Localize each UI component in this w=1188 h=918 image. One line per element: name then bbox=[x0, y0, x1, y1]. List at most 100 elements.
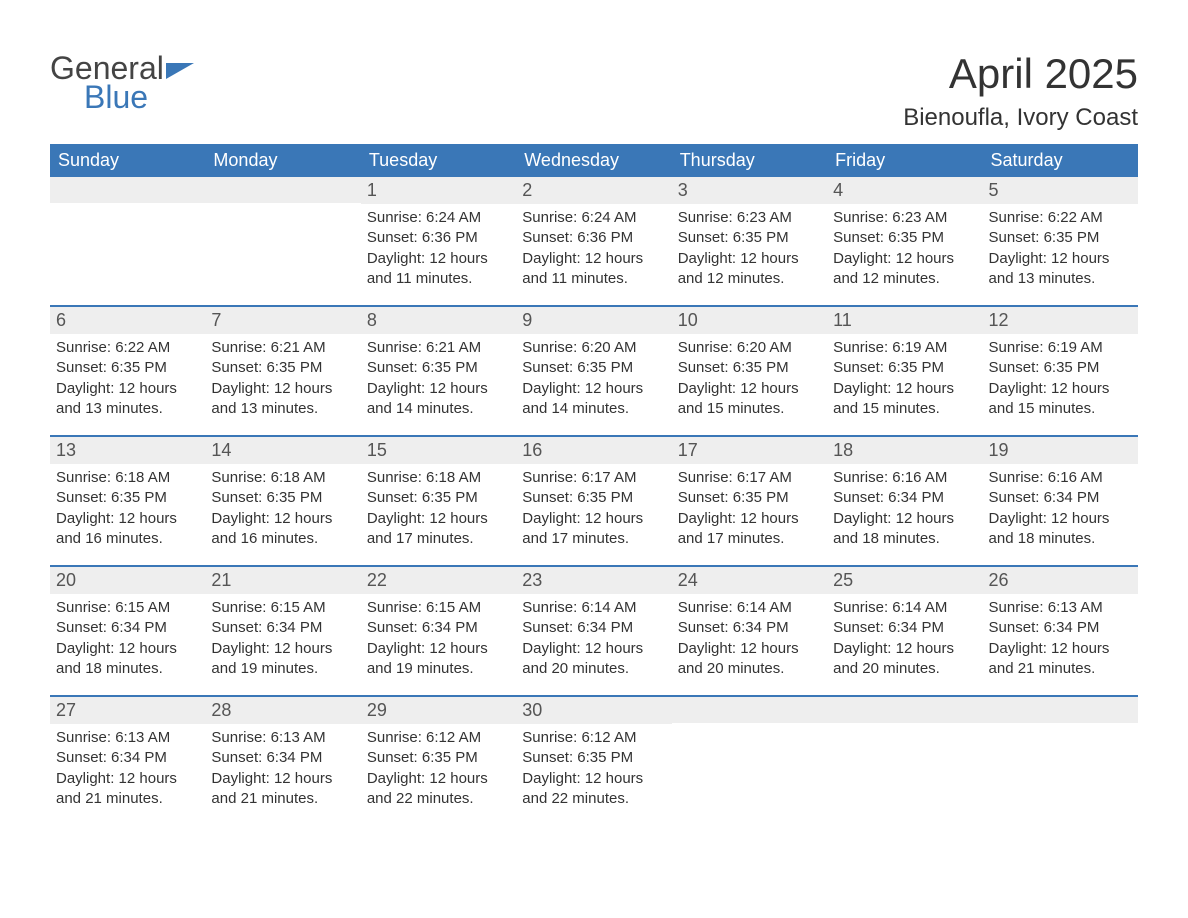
sunset-text: Sunset: 6:35 PM bbox=[367, 358, 510, 378]
day-cell: 20Sunrise: 6:15 AMSunset: 6:34 PMDayligh… bbox=[50, 567, 205, 695]
daylight-text: Daylight: 12 hours and 18 minutes. bbox=[833, 509, 976, 550]
day-body: Sunrise: 6:24 AMSunset: 6:36 PMDaylight:… bbox=[361, 204, 516, 299]
daylight-text: Daylight: 12 hours and 12 minutes. bbox=[678, 249, 821, 290]
sunset-text: Sunset: 6:34 PM bbox=[522, 618, 665, 638]
day-cell: 13Sunrise: 6:18 AMSunset: 6:35 PMDayligh… bbox=[50, 437, 205, 565]
day-cell: 4Sunrise: 6:23 AMSunset: 6:35 PMDaylight… bbox=[827, 177, 982, 305]
sunrise-text: Sunrise: 6:13 AM bbox=[211, 728, 354, 748]
daylight-text: Daylight: 12 hours and 20 minutes. bbox=[678, 639, 821, 680]
sunrise-text: Sunrise: 6:13 AM bbox=[56, 728, 199, 748]
sunrise-text: Sunrise: 6:20 AM bbox=[522, 338, 665, 358]
day-cell: 12Sunrise: 6:19 AMSunset: 6:35 PMDayligh… bbox=[983, 307, 1138, 435]
day-body bbox=[983, 723, 1138, 813]
day-number: 7 bbox=[205, 307, 360, 334]
sunset-text: Sunset: 6:34 PM bbox=[989, 618, 1132, 638]
daylight-text: Daylight: 12 hours and 17 minutes. bbox=[367, 509, 510, 550]
sunset-text: Sunset: 6:35 PM bbox=[211, 358, 354, 378]
day-body: Sunrise: 6:16 AMSunset: 6:34 PMDaylight:… bbox=[827, 464, 982, 559]
day-body: Sunrise: 6:15 AMSunset: 6:34 PMDaylight:… bbox=[205, 594, 360, 689]
sunset-text: Sunset: 6:35 PM bbox=[678, 488, 821, 508]
day-body bbox=[205, 203, 360, 293]
day-body: Sunrise: 6:18 AMSunset: 6:35 PMDaylight:… bbox=[50, 464, 205, 559]
day-cell: 9Sunrise: 6:20 AMSunset: 6:35 PMDaylight… bbox=[516, 307, 671, 435]
daylight-text: Daylight: 12 hours and 21 minutes. bbox=[56, 769, 199, 810]
day-cell: 28Sunrise: 6:13 AMSunset: 6:34 PMDayligh… bbox=[205, 697, 360, 825]
weekday-thursday: Thursday bbox=[672, 144, 827, 177]
daylight-text: Daylight: 12 hours and 18 minutes. bbox=[56, 639, 199, 680]
day-body: Sunrise: 6:23 AMSunset: 6:35 PMDaylight:… bbox=[827, 204, 982, 299]
daylight-text: Daylight: 12 hours and 19 minutes. bbox=[367, 639, 510, 680]
day-cell: 29Sunrise: 6:12 AMSunset: 6:35 PMDayligh… bbox=[361, 697, 516, 825]
day-cell: 16Sunrise: 6:17 AMSunset: 6:35 PMDayligh… bbox=[516, 437, 671, 565]
day-body: Sunrise: 6:12 AMSunset: 6:35 PMDaylight:… bbox=[361, 724, 516, 819]
month-title: April 2025 bbox=[903, 50, 1138, 98]
sunrise-text: Sunrise: 6:20 AM bbox=[678, 338, 821, 358]
sunrise-text: Sunrise: 6:21 AM bbox=[367, 338, 510, 358]
daylight-text: Daylight: 12 hours and 12 minutes. bbox=[833, 249, 976, 290]
sunrise-text: Sunrise: 6:24 AM bbox=[367, 208, 510, 228]
daylight-text: Daylight: 12 hours and 18 minutes. bbox=[989, 509, 1132, 550]
day-number: 25 bbox=[827, 567, 982, 594]
weekday-saturday: Saturday bbox=[983, 144, 1138, 177]
day-cell: 25Sunrise: 6:14 AMSunset: 6:34 PMDayligh… bbox=[827, 567, 982, 695]
day-cell bbox=[983, 697, 1138, 825]
day-number: 21 bbox=[205, 567, 360, 594]
day-number bbox=[205, 177, 360, 203]
daylight-text: Daylight: 12 hours and 20 minutes. bbox=[833, 639, 976, 680]
logo-triangle-icon bbox=[166, 63, 194, 79]
sunrise-text: Sunrise: 6:18 AM bbox=[367, 468, 510, 488]
day-cell: 21Sunrise: 6:15 AMSunset: 6:34 PMDayligh… bbox=[205, 567, 360, 695]
day-number: 24 bbox=[672, 567, 827, 594]
day-body: Sunrise: 6:14 AMSunset: 6:34 PMDaylight:… bbox=[672, 594, 827, 689]
day-number: 2 bbox=[516, 177, 671, 204]
daylight-text: Daylight: 12 hours and 20 minutes. bbox=[522, 639, 665, 680]
sunrise-text: Sunrise: 6:14 AM bbox=[678, 598, 821, 618]
sunrise-text: Sunrise: 6:15 AM bbox=[56, 598, 199, 618]
daylight-text: Daylight: 12 hours and 13 minutes. bbox=[989, 249, 1132, 290]
day-number: 1 bbox=[361, 177, 516, 204]
day-cell: 23Sunrise: 6:14 AMSunset: 6:34 PMDayligh… bbox=[516, 567, 671, 695]
sunset-text: Sunset: 6:34 PM bbox=[56, 618, 199, 638]
sunset-text: Sunset: 6:35 PM bbox=[522, 358, 665, 378]
day-body bbox=[827, 723, 982, 813]
day-number bbox=[50, 177, 205, 203]
weekday-monday: Monday bbox=[205, 144, 360, 177]
sunset-text: Sunset: 6:35 PM bbox=[833, 358, 976, 378]
day-body: Sunrise: 6:17 AMSunset: 6:35 PMDaylight:… bbox=[516, 464, 671, 559]
daylight-text: Daylight: 12 hours and 14 minutes. bbox=[522, 379, 665, 420]
day-body: Sunrise: 6:17 AMSunset: 6:35 PMDaylight:… bbox=[672, 464, 827, 559]
weekday-wednesday: Wednesday bbox=[516, 144, 671, 177]
day-body: Sunrise: 6:16 AMSunset: 6:34 PMDaylight:… bbox=[983, 464, 1138, 559]
day-cell: 6Sunrise: 6:22 AMSunset: 6:35 PMDaylight… bbox=[50, 307, 205, 435]
sunrise-text: Sunrise: 6:14 AM bbox=[833, 598, 976, 618]
sunset-text: Sunset: 6:34 PM bbox=[367, 618, 510, 638]
weeks-container: 1Sunrise: 6:24 AMSunset: 6:36 PMDaylight… bbox=[50, 177, 1138, 825]
day-number bbox=[672, 697, 827, 723]
weekday-tuesday: Tuesday bbox=[361, 144, 516, 177]
day-body: Sunrise: 6:14 AMSunset: 6:34 PMDaylight:… bbox=[827, 594, 982, 689]
week-row: 6Sunrise: 6:22 AMSunset: 6:35 PMDaylight… bbox=[50, 305, 1138, 435]
sunrise-text: Sunrise: 6:12 AM bbox=[367, 728, 510, 748]
sunset-text: Sunset: 6:36 PM bbox=[522, 228, 665, 248]
day-cell bbox=[50, 177, 205, 305]
day-body bbox=[672, 723, 827, 813]
day-body: Sunrise: 6:18 AMSunset: 6:35 PMDaylight:… bbox=[205, 464, 360, 559]
daylight-text: Daylight: 12 hours and 13 minutes. bbox=[211, 379, 354, 420]
sunrise-text: Sunrise: 6:23 AM bbox=[833, 208, 976, 228]
sunset-text: Sunset: 6:35 PM bbox=[211, 488, 354, 508]
day-number: 4 bbox=[827, 177, 982, 204]
day-number: 15 bbox=[361, 437, 516, 464]
day-number: 30 bbox=[516, 697, 671, 724]
day-number: 29 bbox=[361, 697, 516, 724]
sunrise-text: Sunrise: 6:17 AM bbox=[678, 468, 821, 488]
calendar: Sunday Monday Tuesday Wednesday Thursday… bbox=[50, 144, 1138, 825]
weekday-friday: Friday bbox=[827, 144, 982, 177]
day-body: Sunrise: 6:21 AMSunset: 6:35 PMDaylight:… bbox=[205, 334, 360, 429]
sunset-text: Sunset: 6:35 PM bbox=[56, 488, 199, 508]
page-header: General Blue April 2025 Bienoufla, Ivory… bbox=[50, 50, 1138, 132]
day-body: Sunrise: 6:14 AMSunset: 6:34 PMDaylight:… bbox=[516, 594, 671, 689]
sunrise-text: Sunrise: 6:15 AM bbox=[367, 598, 510, 618]
day-cell bbox=[672, 697, 827, 825]
day-body: Sunrise: 6:19 AMSunset: 6:35 PMDaylight:… bbox=[983, 334, 1138, 429]
sunrise-text: Sunrise: 6:18 AM bbox=[211, 468, 354, 488]
